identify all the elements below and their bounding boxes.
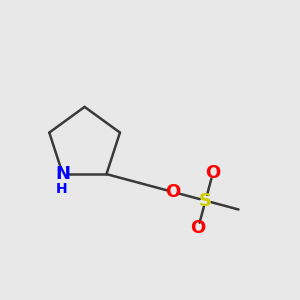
Text: O: O — [165, 183, 180, 201]
Text: N: N — [55, 165, 70, 183]
Text: S: S — [199, 192, 212, 210]
Text: O: O — [205, 164, 220, 182]
Text: O: O — [190, 219, 206, 237]
Text: H: H — [56, 182, 67, 196]
